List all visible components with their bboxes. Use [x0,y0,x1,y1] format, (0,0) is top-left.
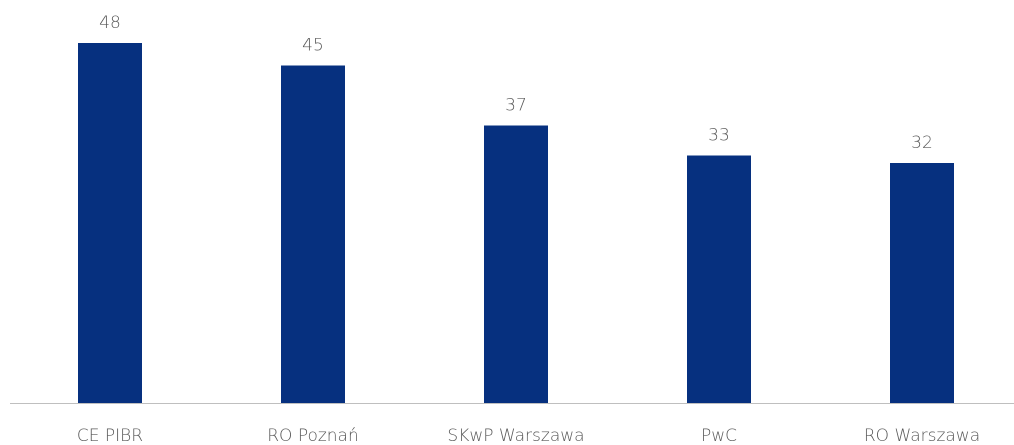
x-tick-label: RO Warszawa [864,426,980,445]
bar [890,163,954,403]
x-tick-label: RO Poznań [267,426,359,445]
data-label: 33 [708,126,730,146]
bar [484,125,548,403]
bar [78,43,142,403]
data-label: 45 [302,36,324,56]
data-label: 37 [505,96,527,116]
data-label: 32 [911,133,933,153]
x-tick-label: SKwP Warszawa [447,426,584,445]
data-label: 48 [99,13,121,33]
x-tick-label: CE PIBR [77,426,143,445]
x-tick-label: PwC [701,426,737,445]
bar [281,65,345,403]
bar [687,155,751,403]
